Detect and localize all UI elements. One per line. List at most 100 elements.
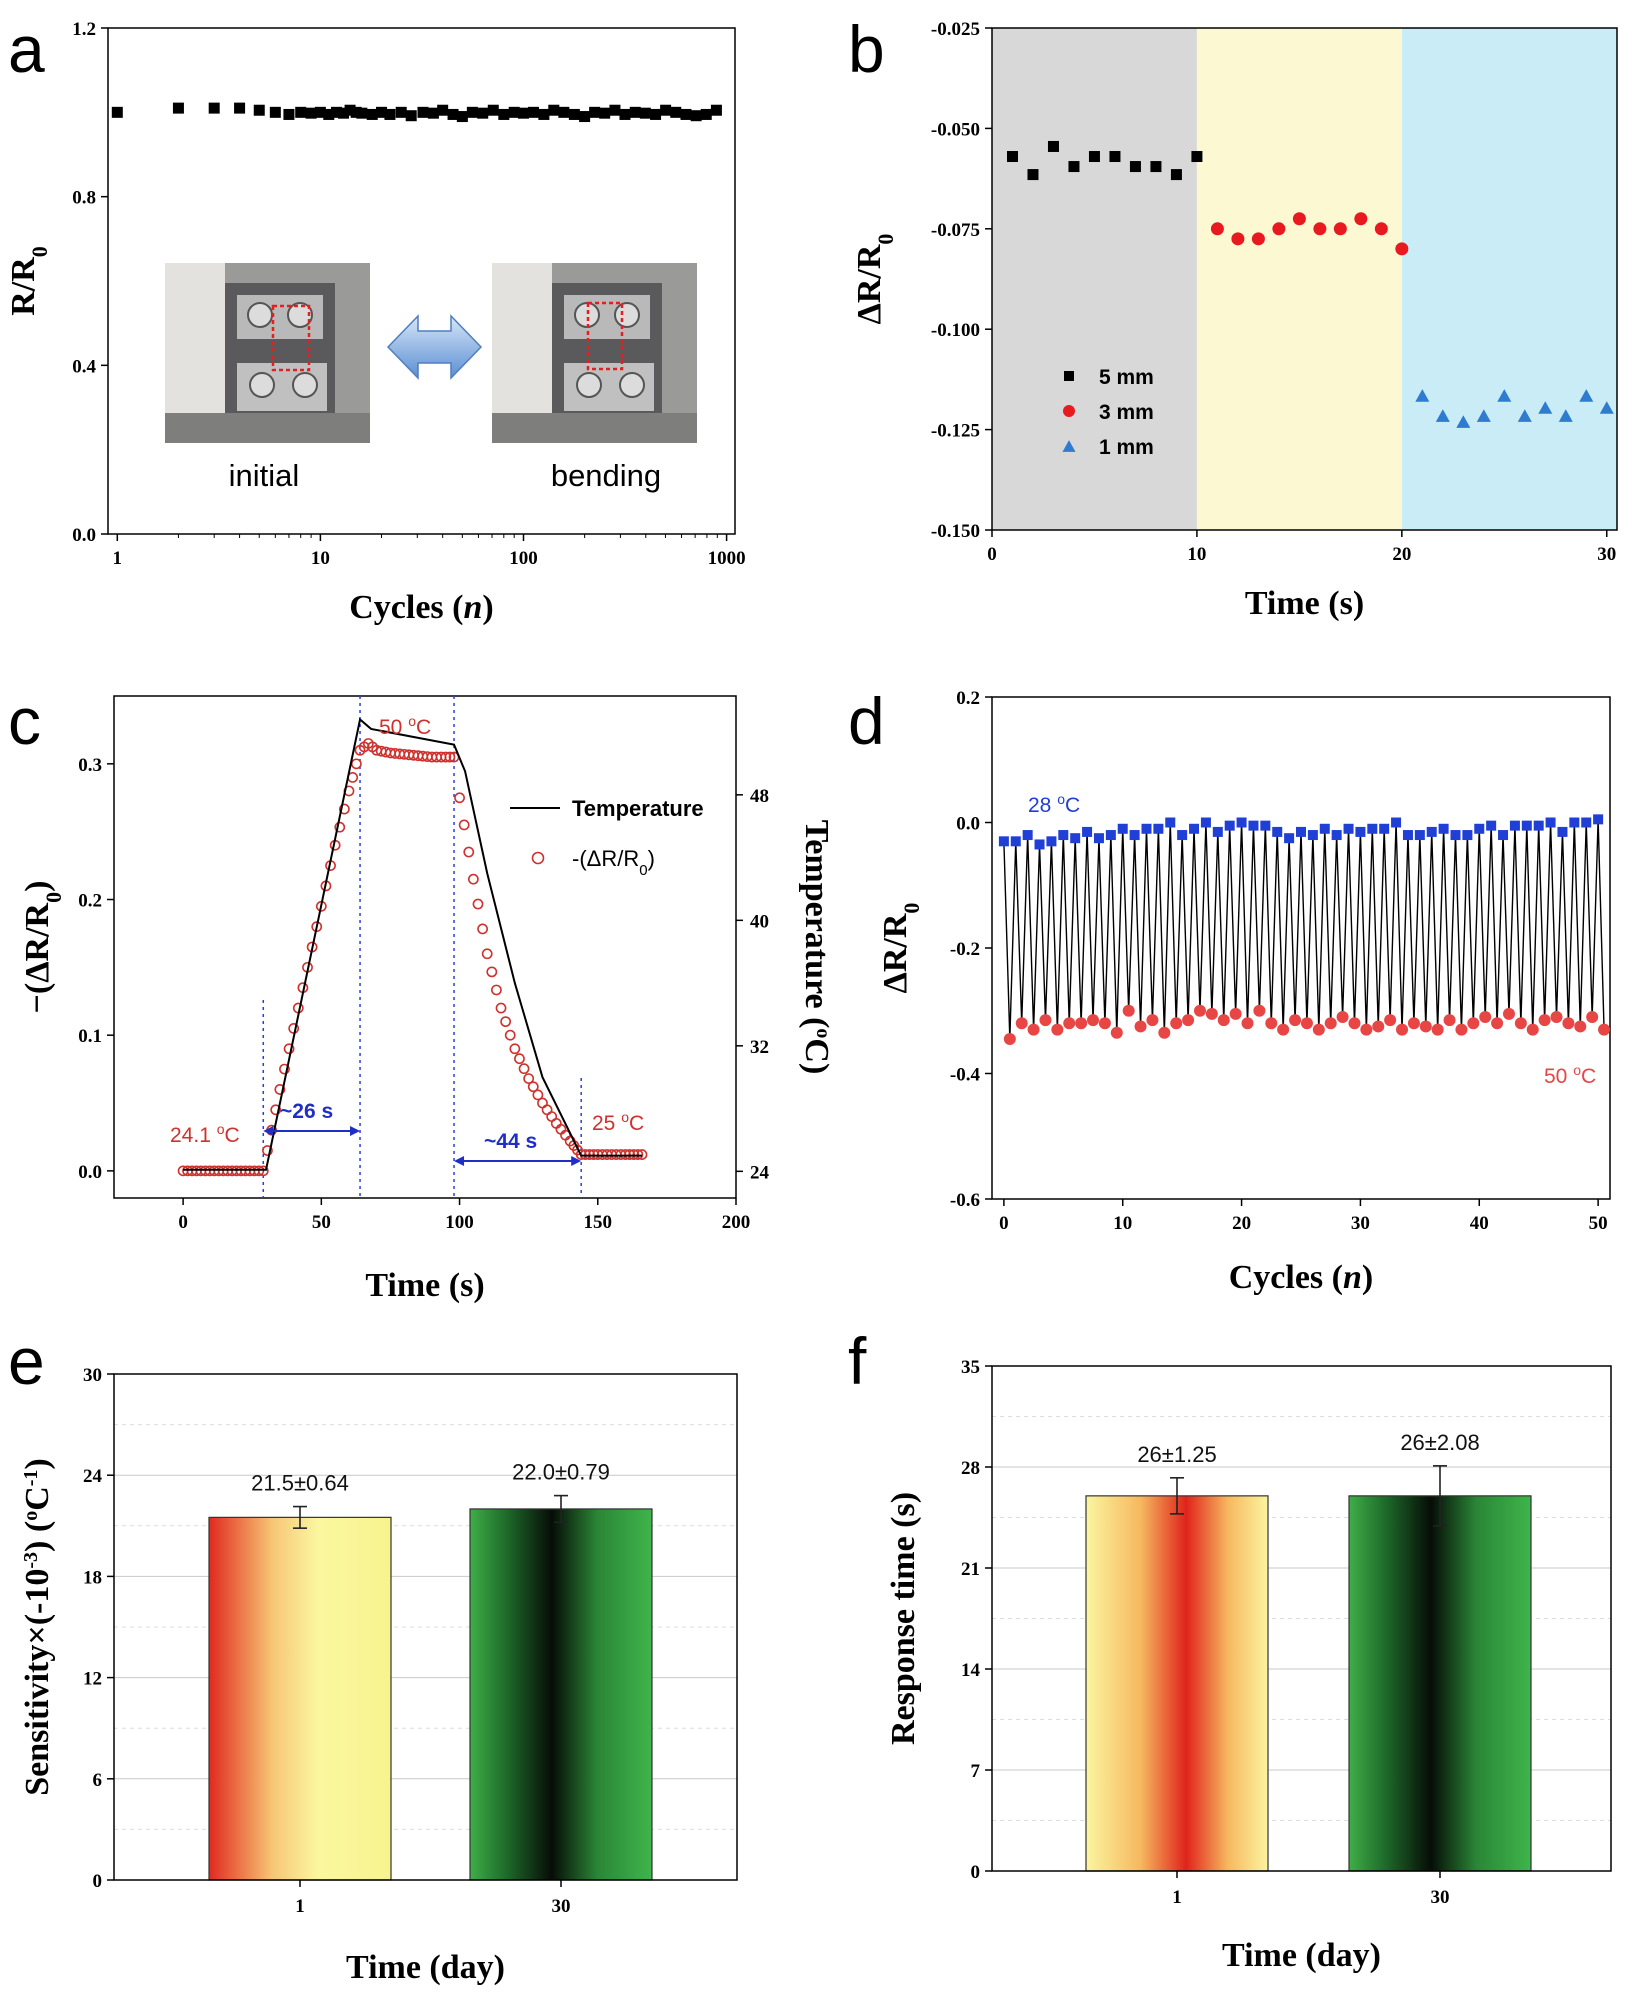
data-point	[498, 108, 510, 120]
data-point-50C	[1443, 1014, 1456, 1027]
data-point-50C	[1217, 1014, 1230, 1027]
data-point-28C	[1391, 817, 1402, 828]
data-point-50C	[1015, 1017, 1028, 1030]
data-point-50C	[1265, 1017, 1278, 1030]
data-point	[670, 106, 682, 118]
data-point	[509, 1043, 521, 1055]
data-point	[1231, 232, 1245, 246]
data-point	[500, 1016, 512, 1028]
data-point-28C	[1581, 817, 1592, 828]
x-axis-title: Cycles (n)	[1229, 1259, 1374, 1296]
panel-d-chart: 0 10 20 30 40 50 -0.6 -0.4 -0.2 0.0 0.2 Cycles (n) Δ…	[877, 688, 1611, 1296]
annotation-24C: 24.1 oC	[170, 1121, 240, 1147]
data-point-28C	[1093, 833, 1104, 844]
x-tick-label: 50	[1589, 1213, 1608, 1234]
data-point-28C	[1509, 820, 1520, 831]
x-tick-label: 1	[1172, 1887, 1182, 1908]
data-point	[1047, 140, 1059, 152]
data-point-50C	[1158, 1026, 1171, 1039]
data-point	[599, 107, 611, 119]
x-axis-title: Time (s)	[1245, 585, 1364, 622]
data-point-50C	[1277, 1023, 1290, 1036]
data-point	[710, 104, 722, 116]
legend-label: 5 mm	[1099, 366, 1154, 389]
data-point	[405, 110, 417, 122]
data-point-28C	[1070, 833, 1081, 844]
data-point	[1579, 389, 1594, 402]
data-point-28C	[1189, 823, 1200, 834]
x-axis-title: Time (day)	[346, 1949, 505, 1986]
data-point	[338, 803, 350, 815]
data-point-50C	[1396, 1023, 1409, 1036]
data-point-28C	[1105, 830, 1116, 841]
y-tick-label: 0.4	[72, 356, 96, 377]
data-point	[495, 1002, 507, 1014]
data-point	[527, 1081, 539, 1093]
data-point	[440, 751, 452, 763]
data-point-50C	[1407, 1017, 1420, 1030]
data-point	[558, 106, 570, 118]
legend-label: -(ΔR/R0)	[572, 846, 655, 879]
x-tick-label: 0	[987, 544, 997, 565]
data-point-28C	[1082, 826, 1093, 837]
data-point-50C	[1193, 1004, 1206, 1017]
data-point-28C	[1284, 833, 1295, 844]
photo-screw	[287, 302, 313, 328]
data-point	[454, 792, 465, 804]
inset-photo-bending	[492, 263, 697, 443]
data-point-28C	[1450, 830, 1461, 841]
photo-screw	[249, 372, 275, 398]
inset-photo-initial	[165, 263, 370, 443]
data-point-50C	[1110, 1026, 1123, 1039]
value-label: 26±2.08	[1400, 1430, 1479, 1455]
x-tick-label: 1	[295, 1896, 305, 1917]
x-axis-title: Time (day)	[1222, 1937, 1381, 1974]
data-point-50C	[1336, 1011, 1349, 1024]
data-point	[518, 1063, 530, 1075]
data-point	[305, 107, 317, 119]
data-point	[527, 106, 539, 118]
data-point	[491, 984, 502, 996]
legend-label: 1 mm	[1099, 436, 1154, 459]
data-point-28C	[1058, 830, 1069, 841]
data-point-28C	[1260, 820, 1271, 831]
data-point-50C	[1455, 1023, 1468, 1036]
duration-arrow-fall-head	[454, 1156, 465, 1166]
bar	[208, 1516, 392, 1881]
data-point-28C	[1331, 830, 1342, 841]
data-point	[486, 966, 498, 978]
data-point	[1333, 222, 1347, 236]
data-point	[632, 1149, 644, 1160]
y-tick-label: 1.2	[72, 19, 96, 40]
data-point	[323, 108, 335, 120]
y-tick-label: 0.2	[956, 688, 980, 709]
inset-label-initial: initial	[229, 458, 300, 493]
y-tick-label: 30	[83, 1365, 102, 1386]
x-tick-label: 30	[1431, 1887, 1450, 1908]
y-tick-label: 0.1	[78, 1026, 102, 1047]
data-point-28C	[1355, 826, 1366, 837]
data-point-50C	[1063, 1017, 1076, 1030]
data-point-50C	[1479, 1011, 1492, 1024]
data-point	[257, 1165, 269, 1177]
data-point-28C	[1319, 823, 1330, 834]
data-point-50C	[1027, 1023, 1040, 1036]
data-point	[568, 108, 580, 120]
data-point-28C	[998, 836, 1009, 847]
y-axis-title: −(ΔR/R0)	[19, 881, 66, 1014]
y-axis-title: Sensitivity×(-10-3) (oC-1)	[19, 1458, 56, 1796]
y-tick-label: 0.0	[78, 1162, 102, 1183]
y-tick-label: -0.2	[950, 939, 980, 960]
data-point-50C	[1502, 1007, 1515, 1020]
plot-frame	[113, 1373, 738, 1881]
temperature-line	[183, 717, 643, 1171]
y-tick-label: -0.150	[931, 521, 980, 542]
data-point-50C	[1039, 1014, 1052, 1027]
panel-a-chart: 1 10 100 1000 0.0 0.4 0.8 1.2 Cycles (n) R/R0 init…	[5, 19, 746, 626]
data-point	[1517, 409, 1532, 422]
y-axis-title: Response time (s)	[885, 1492, 922, 1745]
data-point	[463, 846, 475, 858]
data-point	[334, 821, 346, 833]
data-point-50C	[1098, 1017, 1111, 1030]
y-axis-title: ΔR/R0	[851, 234, 898, 325]
